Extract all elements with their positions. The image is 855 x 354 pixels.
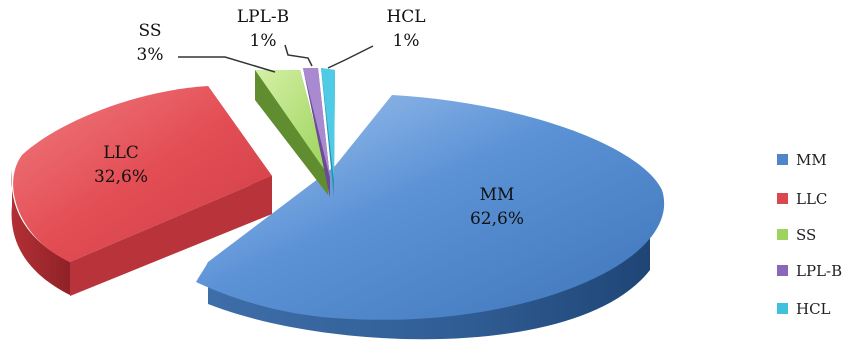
legend: MM LLC SS LPL-B HCL bbox=[777, 151, 842, 318]
slice-llc-top bbox=[13, 86, 272, 262]
leader-line-hcl bbox=[327, 45, 374, 69]
label-lplb-name: LPL-B bbox=[237, 7, 289, 27]
label-llc-name: LLC bbox=[103, 143, 139, 163]
label-mm-value: 62,6% bbox=[470, 209, 524, 229]
slice-mm-top bbox=[196, 95, 665, 320]
label-lplb-value: 1% bbox=[250, 31, 277, 51]
legend-label-mm: MM bbox=[796, 151, 827, 169]
legend-swatch-hcl bbox=[777, 303, 788, 314]
legend-swatch-mm bbox=[777, 154, 788, 165]
label-ss-value: 3% bbox=[137, 45, 164, 65]
legend-label-ss: SS bbox=[796, 226, 816, 244]
legend-swatch-llc bbox=[777, 193, 788, 204]
slice-lplb bbox=[303, 68, 330, 198]
legend-swatch-lplb bbox=[777, 265, 788, 276]
slice-llc-side bbox=[11, 170, 71, 295]
legend-swatch-ss bbox=[777, 229, 788, 240]
legend-label-lplb: LPL-B bbox=[796, 262, 842, 280]
slice-llc bbox=[11, 86, 272, 296]
slice-hcl bbox=[321, 68, 335, 198]
label-ss-name: SS bbox=[139, 21, 162, 41]
label-mm-name: MM bbox=[480, 185, 515, 205]
label-llc-value: 32,6% bbox=[94, 167, 148, 187]
leader-line-ss bbox=[178, 56, 276, 73]
legend-label-hcl: HCL bbox=[796, 300, 831, 318]
slice-mm bbox=[196, 95, 665, 340]
label-hcl-name: HCL bbox=[386, 7, 425, 27]
legend-label-llc: LLC bbox=[796, 190, 827, 208]
slice-ss bbox=[255, 70, 328, 195]
label-hcl-value: 1% bbox=[393, 31, 420, 51]
leader-line-lplb bbox=[284, 44, 313, 67]
